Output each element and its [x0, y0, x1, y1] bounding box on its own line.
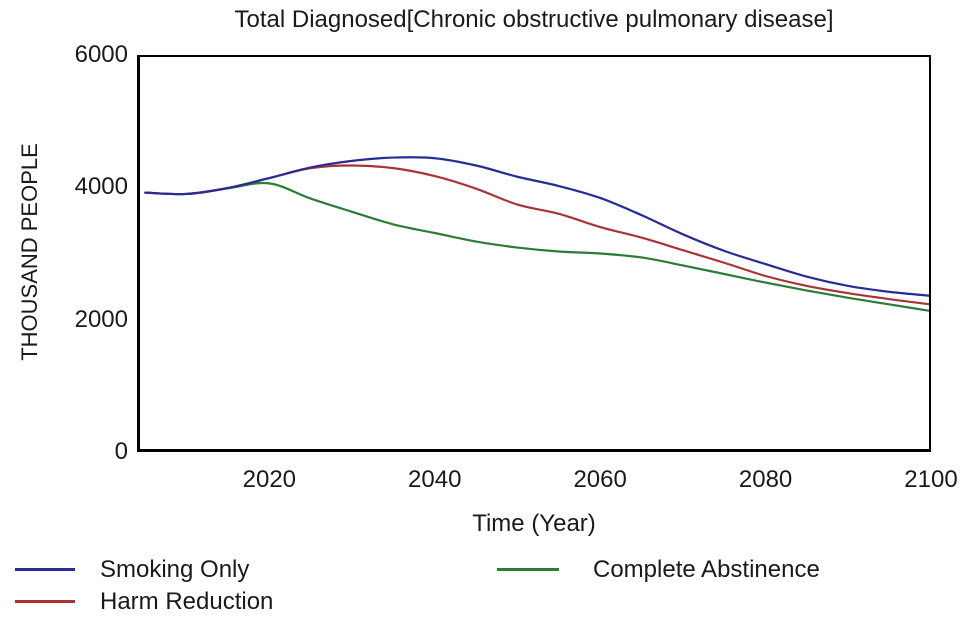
x-tick-label: 2080 [738, 466, 793, 493]
complete-abstinence-line-swatch [497, 568, 559, 571]
y-tick-label: 4000 [74, 173, 128, 201]
plot-frame [137, 55, 931, 452]
series-line-complete-abstinence [144, 181, 931, 313]
y-tick-label: 0 [114, 438, 128, 465]
x-tick-label: 2040 [408, 466, 462, 493]
legend-item-harm-reduction: Harm Reduction [15, 588, 435, 616]
harm-reduction-line-swatch [15, 600, 75, 603]
x-tick-label: 2100 [904, 466, 958, 493]
y-tick-label: 6000 [74, 41, 128, 68]
x-axis-title: Time (Year) [472, 510, 596, 537]
plot-area [137, 55, 931, 452]
x-tick-label: 2060 [573, 466, 627, 493]
y-tick-label: 2000 [74, 305, 128, 333]
legend-label: Complete Abstinence [593, 556, 820, 583]
line-chart-canvas [137, 55, 931, 452]
legend-item-complete-abstinence: Complete Abstinence [497, 556, 927, 584]
series-line-harm-reduction [144, 164, 931, 306]
chart-title: Total Diagnosed[Chronic obstructive pulm… [234, 6, 834, 33]
legend-item-smoking-only: Smoking Only [15, 556, 435, 584]
axis-lines [137, 55, 931, 452]
x-tick-label: 2020 [242, 466, 297, 493]
legend-label: Harm Reduction [100, 588, 274, 615]
series-line-smoking-only [144, 156, 931, 297]
smoking-only-line-swatch [15, 568, 75, 571]
chart-legend: Smoking Only Harm Reduction Complete Abs… [0, 548, 965, 619]
legend-label: Smoking Only [100, 556, 250, 583]
